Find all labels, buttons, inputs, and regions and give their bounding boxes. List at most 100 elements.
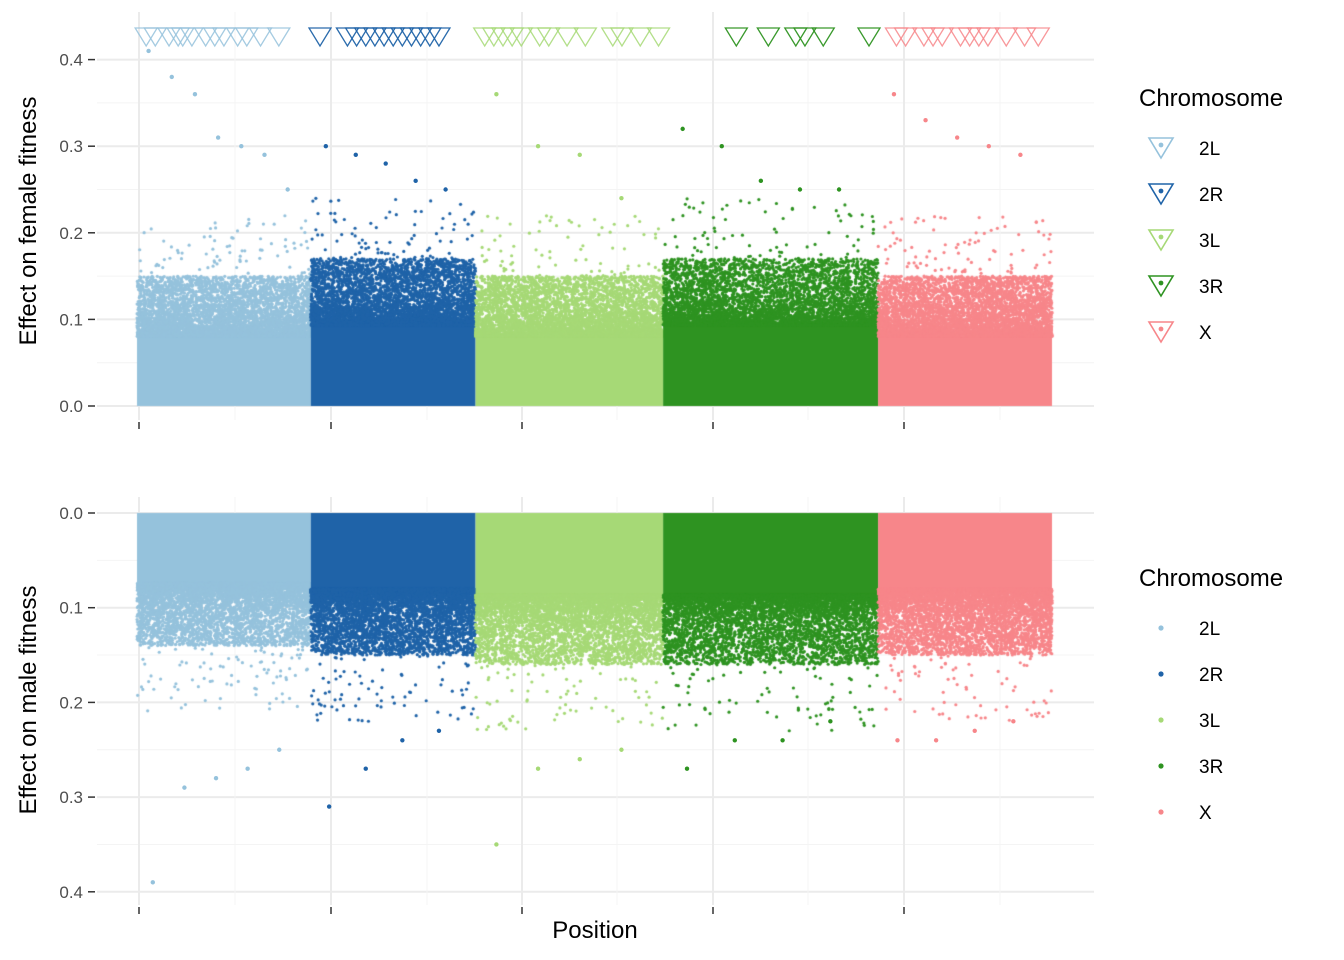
top-outlier-point-2L (215, 135, 221, 140)
top-outlier-point-3R (836, 187, 842, 192)
bottom-legend-key-2L (1158, 625, 1164, 631)
bottom-legend-label-3R: 3R (1199, 757, 1223, 778)
bottom-outlier-point-2L (245, 766, 250, 771)
top-y-tick-label: 0.2 (59, 224, 83, 243)
bottom-y-tick-label: 0.0 (59, 504, 83, 523)
bottom-legend-key-3L (1158, 717, 1164, 723)
top-outlier-point-3L (577, 152, 582, 158)
triangle-marker-2L (143, 27, 168, 48)
bottom-outlier-point-2L (150, 880, 156, 885)
bottom-outlier-point-3L (494, 842, 499, 847)
triangle-marker-2L (234, 27, 259, 48)
top-outlier-point-2L (239, 144, 244, 149)
triangle-marker-2R (307, 27, 333, 48)
bottom-outlier-point-3R (780, 738, 785, 743)
top-legend-label-X: X (1199, 323, 1212, 344)
triangle-marker-2R (426, 27, 452, 48)
x-axis-title: Position (552, 917, 637, 944)
triangle-marker-3L (628, 27, 653, 48)
triangle-marker-3L (554, 27, 580, 48)
bottom-outlier-point-2R (436, 728, 442, 734)
triangle-marker-3R (792, 27, 818, 48)
bottom-outlier-point-2R (363, 766, 368, 771)
top-outlier-point-X (1018, 152, 1023, 158)
bottom-y-tick-label: 0.4 (59, 883, 83, 902)
top-outlier-point-X (954, 135, 960, 140)
bottom-outlier-point-2R (326, 804, 332, 809)
bottom-outlier-point-3L (577, 757, 582, 762)
bottom-outlier-point-2L (182, 785, 187, 790)
top-y-tick-label: 0.3 (59, 137, 83, 156)
top-outlier-point-2L (192, 92, 198, 97)
top-legend-key-X (1147, 321, 1175, 344)
bottom-y-axis-title: Effect on male fitness (15, 585, 42, 814)
top-outlier-point-2R (443, 187, 448, 192)
bottom-legend-label-2R: 2R (1199, 665, 1223, 686)
top-legend-label-2R: 2R (1199, 185, 1223, 206)
top-legend-key-3L (1147, 229, 1175, 252)
bottom-legend-label-3L: 3L (1199, 711, 1220, 732)
top-outlier-point-X (986, 144, 991, 149)
top-legend-label-3R: 3R (1199, 277, 1223, 298)
legend-top-title: Chromosome (1139, 85, 1283, 112)
top-outlier-point-3R (719, 144, 724, 149)
top-outlier-point-3L (535, 144, 541, 149)
top-outlier-point-3L (619, 195, 624, 201)
bottom-y-tick-label: 0.1 (59, 599, 83, 618)
bottom-outlier-point-3L (535, 766, 541, 771)
bottom-outlier-point-3L (619, 747, 624, 752)
bottom-outlier-point-3R (732, 738, 737, 743)
triangle-marker-2L (211, 27, 237, 48)
triangle-marker-3L (536, 27, 561, 48)
triangle-marker-X (994, 27, 1019, 48)
top-outlier-point-2L (262, 152, 267, 158)
top-outlier-point-2R (353, 152, 358, 158)
top-panel-y-axis: 0.0 0.1 0.2 0.3 0.4 (59, 51, 95, 416)
bottom-outlier-point-X (972, 728, 977, 734)
top-outlier-point-3L (494, 92, 499, 97)
top-outlier-point-2L (285, 187, 290, 192)
top-outlier-point-2R (383, 161, 388, 166)
top-y-tick-label: 0.0 (59, 397, 83, 416)
bottom-outlier-point-2L (213, 775, 219, 781)
top-legend-key-2L (1147, 137, 1175, 160)
bottom-outlier-point-X (933, 738, 939, 743)
triangle-marker-X (1026, 27, 1051, 48)
top-outlier-point-3R (797, 187, 803, 192)
top-legend-label-3L: 3L (1199, 231, 1220, 252)
bottom-outlier-point-X (895, 738, 900, 743)
top-outlier-point-2R (413, 178, 418, 184)
triangle-marker-3R (724, 27, 749, 48)
triangle-marker-2L (266, 27, 291, 48)
bottom-legend-key-2R (1158, 671, 1164, 677)
triangle-marker-3R (756, 27, 781, 48)
triangle-marker-X (893, 27, 918, 48)
top-panel-triangle-markers (133, 27, 1051, 48)
bottom-panel-y-axis: 0.0 0.1 0.2 0.3 0.4 (59, 504, 95, 902)
bottom-y-tick-label: 0.3 (59, 788, 83, 807)
top-outlier-point-2R (323, 144, 329, 149)
bottom-legend-key-X (1158, 809, 1164, 815)
bottom-outlier-point-2L (277, 747, 282, 752)
triangle-marker-X (975, 27, 1001, 48)
top-legend-label-2L: 2L (1199, 139, 1220, 160)
triangle-marker-3R (856, 27, 882, 48)
top-legend-key-2R (1147, 183, 1175, 206)
triangle-marker-3L (609, 27, 635, 48)
triangle-marker-3R (811, 27, 836, 48)
top-y-tick-label: 0.4 (59, 51, 83, 70)
top-panel-outlier-points (146, 48, 1023, 201)
bottom-y-tick-label: 0.2 (59, 693, 83, 712)
triangle-marker-3L (646, 27, 671, 48)
triangle-marker-3L (509, 27, 534, 48)
bottom-outlier-point-2R (400, 738, 405, 743)
bottom-legend-key-3R (1158, 763, 1164, 769)
top-outlier-point-2L (146, 48, 151, 54)
top-outlier-point-2L (169, 74, 174, 80)
legend-bottom-title: Chromosome (1139, 565, 1283, 592)
triangle-marker-2L (248, 27, 273, 48)
top-legend-key-3R (1147, 275, 1175, 298)
